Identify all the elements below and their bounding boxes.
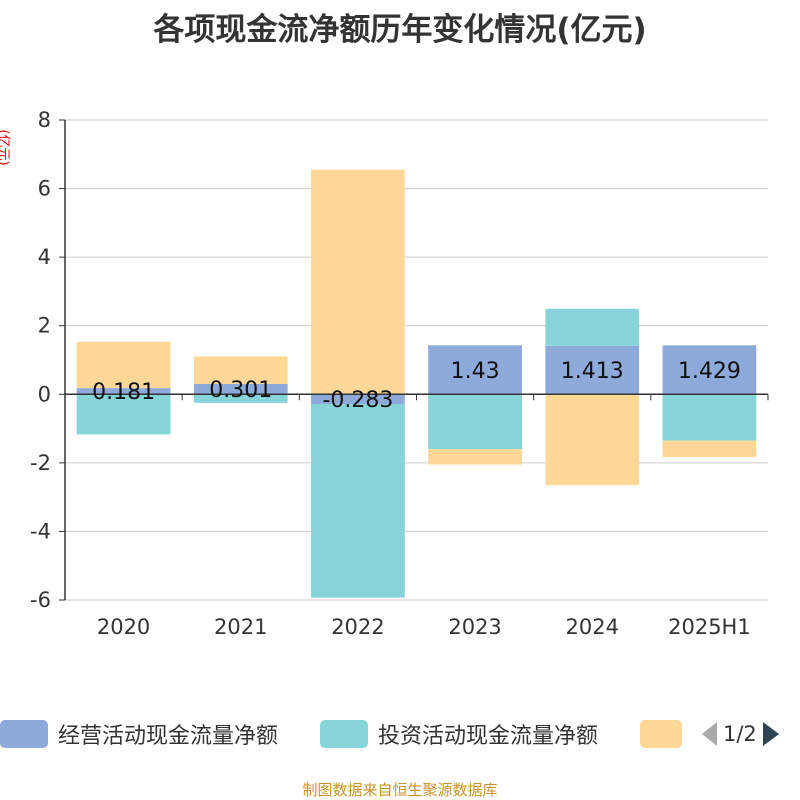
x-tick-label: 2022 bbox=[331, 615, 384, 639]
legend-page-indicator: 1/2 bbox=[723, 722, 757, 746]
bar-segment bbox=[428, 394, 522, 450]
x-tick-label: 2021 bbox=[214, 615, 267, 639]
bar-segment bbox=[76, 388, 171, 395]
legend-swatch-financing bbox=[640, 720, 682, 748]
bar-segment bbox=[76, 394, 171, 435]
x-tick-label: 2023 bbox=[448, 615, 501, 639]
bars bbox=[76, 169, 757, 598]
y-tick-label: 8 bbox=[38, 108, 51, 132]
bar-segment bbox=[662, 345, 757, 395]
y-tick-label: -6 bbox=[30, 588, 51, 612]
x-tick-label: 2025H1 bbox=[668, 615, 751, 639]
data-label: 1.43 bbox=[451, 359, 500, 384]
bar-segment bbox=[311, 403, 405, 598]
bar-segment bbox=[311, 394, 405, 404]
y-tick-label: 6 bbox=[38, 177, 51, 201]
bar-segment bbox=[545, 308, 640, 346]
stacked-bar-chart: -6 -4 -2 0 2 4 6 8 2020 2021 2022 2023 2024 2025H1 0.… bbox=[30, 108, 769, 639]
bar-segment bbox=[76, 341, 171, 389]
y-tick-label: -2 bbox=[30, 451, 51, 475]
data-label: 1.413 bbox=[561, 359, 624, 384]
bar-segment bbox=[662, 440, 757, 458]
bar-segment bbox=[545, 345, 640, 395]
y-tick-label: 2 bbox=[38, 314, 51, 338]
bar-segment bbox=[193, 394, 288, 403]
triangle-left-icon[interactable] bbox=[700, 720, 718, 748]
data-labels: 0.181 0.301 -0.283 1.43 1.413 1.429 bbox=[92, 359, 741, 413]
axes: -6 -4 -2 0 2 4 6 8 2020 2021 2022 2023 2024 2025H1 bbox=[30, 108, 769, 639]
grid-lines bbox=[65, 119, 768, 601]
bar-segment bbox=[662, 394, 757, 441]
legend-label-operating: 经营活动现金流量净额 bbox=[58, 724, 279, 749]
x-tick-label: 2024 bbox=[566, 615, 619, 639]
bar-segment bbox=[311, 169, 405, 395]
bar-segment bbox=[193, 383, 288, 395]
source-note: 制图数据来自恒生聚源数据库 bbox=[302, 781, 498, 799]
chart-title: 各项现金流净额历年变化情况(亿元) bbox=[153, 12, 647, 48]
data-label: -0.283 bbox=[322, 388, 393, 413]
legend-item-financing[interactable] bbox=[640, 718, 682, 750]
y-tick-label: -4 bbox=[30, 519, 51, 543]
legend-swatch-investing bbox=[320, 720, 368, 748]
bar-segment bbox=[193, 356, 288, 384]
legend-item-investing[interactable]: 投资活动现金流量净额 bbox=[320, 718, 598, 750]
bar-segment bbox=[428, 345, 522, 395]
data-label: 0.301 bbox=[209, 378, 272, 403]
bar-segment bbox=[428, 449, 522, 465]
y-tick-label: 4 bbox=[38, 245, 51, 269]
legend-label-investing: 投资活动现金流量净额 bbox=[378, 724, 599, 749]
bar-segment bbox=[545, 394, 640, 486]
y-tick-label: 0 bbox=[38, 382, 51, 406]
triangle-right-icon[interactable] bbox=[762, 720, 780, 748]
legend-pager: 1/2 bbox=[700, 718, 800, 750]
x-tick-label: 2020 bbox=[97, 615, 150, 639]
legend-item-operating[interactable]: 经营活动现金流量净额 bbox=[0, 718, 278, 750]
legend-swatch-operating bbox=[0, 720, 48, 748]
data-label: 0.181 bbox=[92, 380, 155, 405]
data-label: 1.429 bbox=[678, 359, 741, 384]
